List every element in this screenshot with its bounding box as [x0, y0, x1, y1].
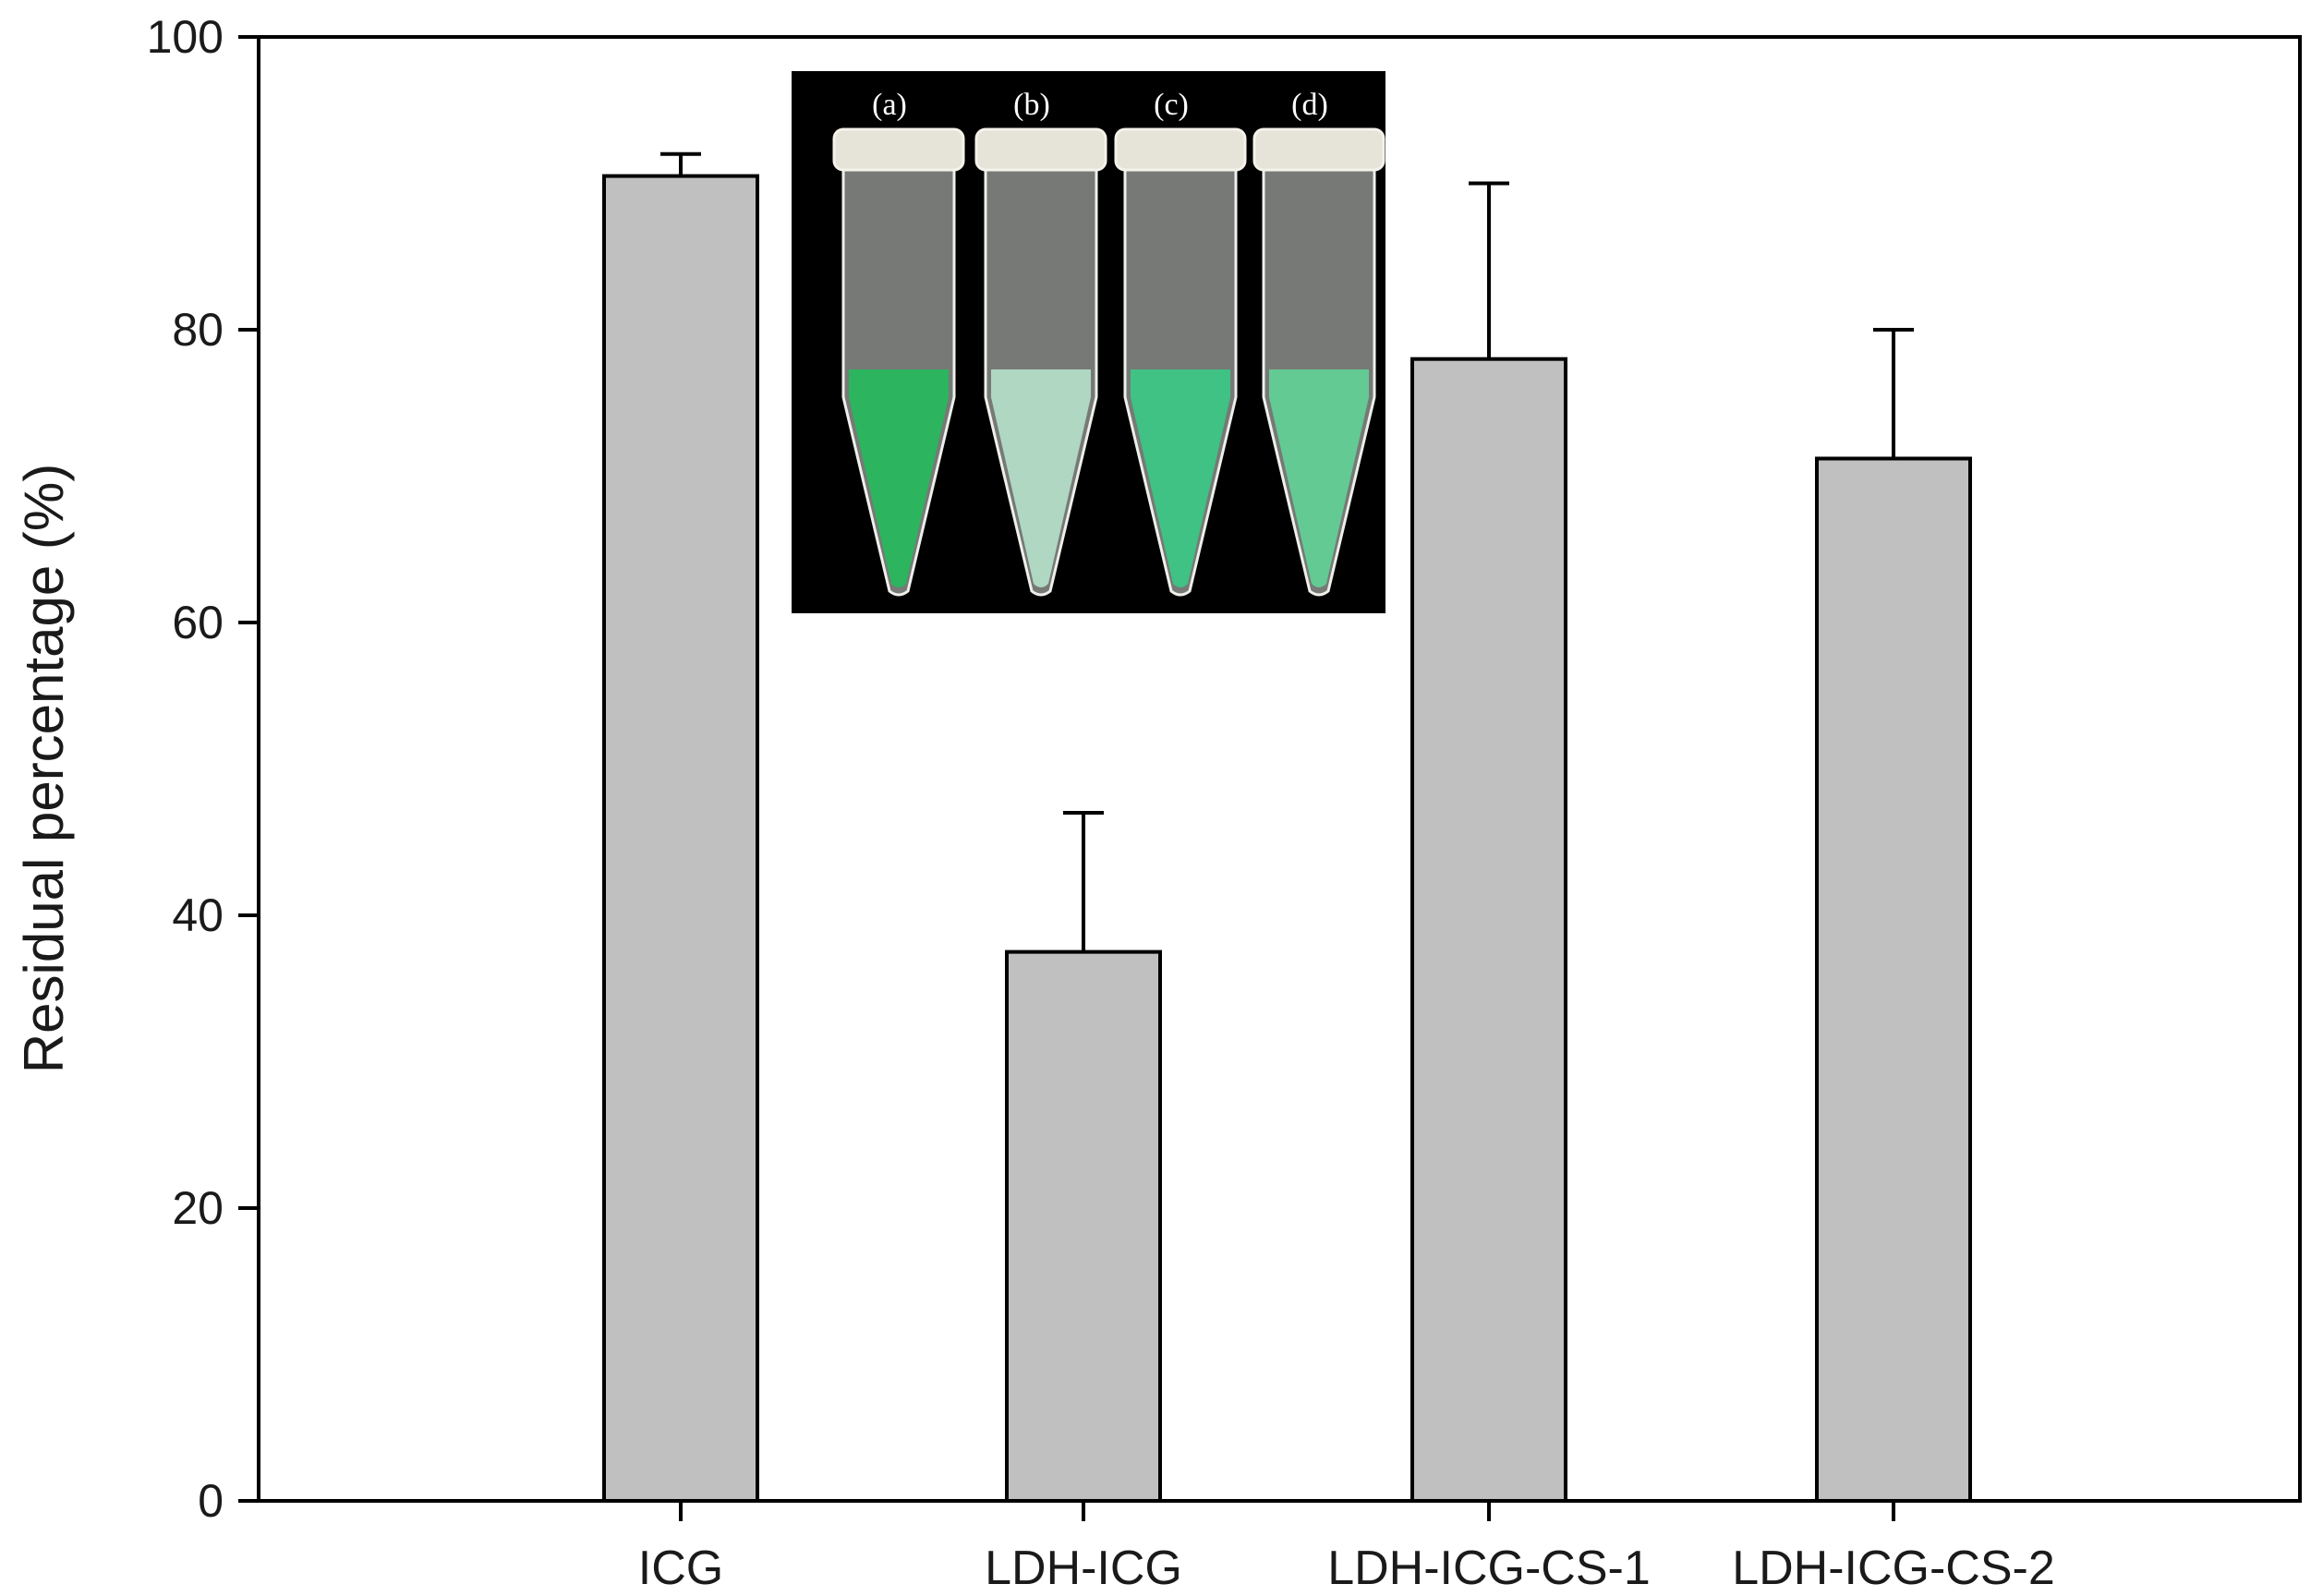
bar [602, 174, 759, 1504]
y-axis-title: Residual percentage (%) [13, 464, 75, 1073]
tube-liquid [1269, 369, 1369, 587]
x-axis-ticks: ICG LDH-ICG LDH-ICG-CS-1 LDH-ICG-CS-2 [638, 1501, 2055, 1595]
y-tick-label: 60 [172, 597, 224, 648]
tube-liquid [849, 369, 949, 587]
y-tick-label: 0 [198, 1475, 224, 1527]
tube-label: (d) [1291, 88, 1328, 122]
y-tick-label: 100 [147, 11, 224, 63]
tube-label: (b) [1013, 88, 1050, 122]
plot-frame [257, 35, 2302, 1503]
tube-cap [832, 127, 965, 172]
x-tick-label: LDH-ICG [985, 1542, 1182, 1595]
bar [1410, 357, 1567, 1504]
tube-liquid [991, 369, 1091, 587]
tube-cap [1252, 127, 1385, 172]
x-tick-label: LDH-ICG-CS-2 [1732, 1542, 2055, 1595]
bar [1815, 456, 1972, 1504]
inset-photo: (a) (b) (c) (d) [792, 71, 1385, 613]
tubes-group: (a) (b) (c) (d) [832, 88, 1385, 597]
y-axis-ticks: 0 20 40 60 80 100 [147, 11, 259, 1527]
y-tick-label: 20 [172, 1182, 224, 1234]
x-tick-label: LDH-ICG-CS-1 [1327, 1542, 1651, 1595]
y-tick-label: 80 [172, 304, 224, 356]
bar [1005, 949, 1162, 1503]
tube-cap [974, 127, 1107, 172]
tube-cap [1114, 127, 1247, 172]
tube-liquid [1131, 369, 1230, 587]
tube-label: (a) [872, 88, 907, 122]
tube-label: (c) [1154, 88, 1189, 122]
y-tick-label: 40 [172, 889, 224, 941]
error-bars-group [660, 151, 1914, 952]
x-tick-label: ICG [638, 1542, 723, 1595]
